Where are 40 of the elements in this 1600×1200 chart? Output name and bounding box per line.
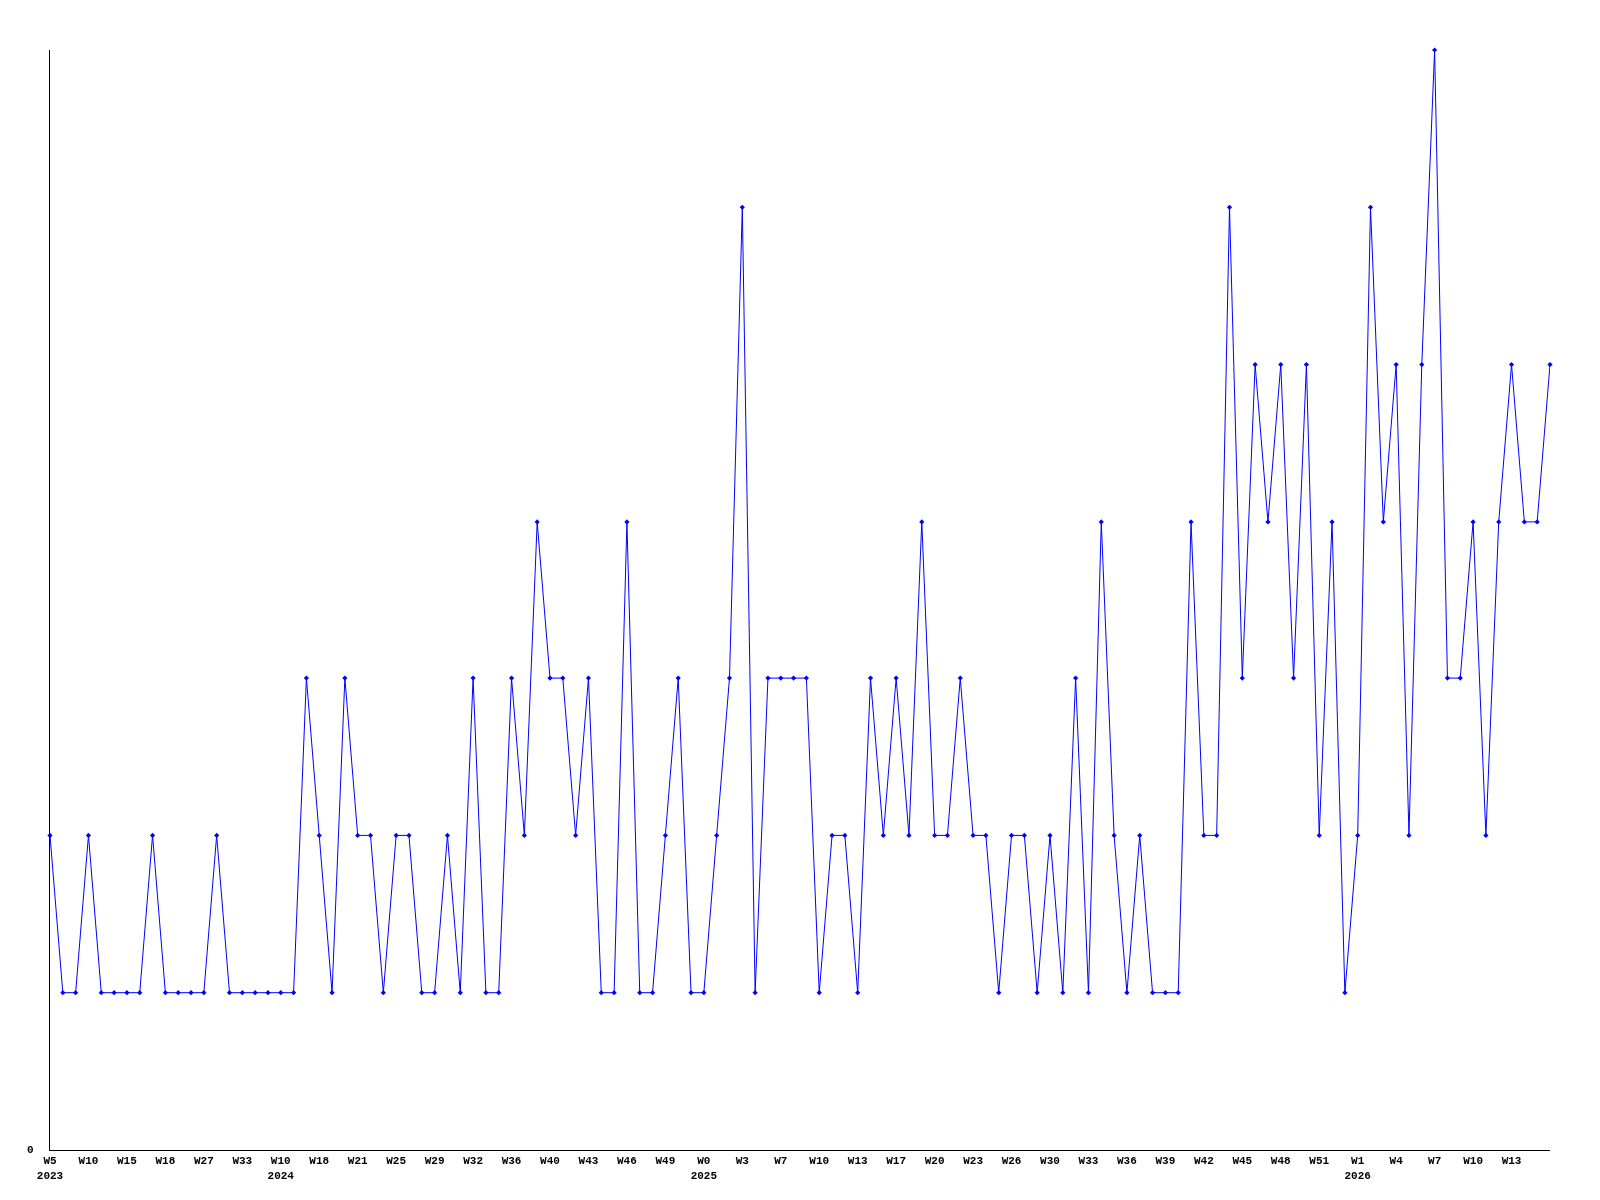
x-tick-label: W0 2025 <box>690 1155 718 1182</box>
x-tick-label: W7 <box>1428 1155 1442 1168</box>
x-tick-label: W26 <box>1001 1155 1022 1168</box>
x-tick-label: W43 <box>578 1155 599 1168</box>
x-tick-label: W51 <box>1309 1155 1330 1168</box>
x-tick-label: W27 <box>193 1155 214 1168</box>
x-tick-label: W13 <box>847 1155 868 1168</box>
x-tick-label: W15 <box>117 1155 138 1168</box>
x-tick-label: W33 <box>232 1155 253 1168</box>
x-tick-label: W21 <box>347 1155 368 1168</box>
x-tick-label: W10 <box>1463 1155 1483 1168</box>
x-tick-label: W20 <box>924 1155 945 1168</box>
x-tick-label: W5 2023 <box>36 1155 64 1182</box>
x-tick-label: W18 <box>309 1155 330 1168</box>
x-tick-label: W45 <box>1232 1155 1253 1168</box>
x-tick-label: W17 <box>886 1155 907 1168</box>
x-tick-label: W10 2024 <box>267 1155 295 1182</box>
x-tick-label: W10 <box>78 1155 99 1168</box>
x-tick-label: W36 <box>1117 1155 1137 1168</box>
x-tick-label: W48 <box>1270 1155 1292 1168</box>
x-tick-label: W32 <box>463 1155 483 1168</box>
x-tick-label: W29 <box>424 1155 445 1168</box>
x-tick-label: W25 <box>386 1155 407 1168</box>
x-tick-label: W36 <box>501 1155 522 1168</box>
x-tick-label: W39 <box>1155 1155 1176 1168</box>
x-tick-label: W42 <box>1193 1155 1214 1168</box>
x-tick-label: W13 <box>1501 1155 1522 1168</box>
x-tick-label: W30 <box>1040 1155 1060 1168</box>
x-tick-label: W18 <box>155 1155 176 1168</box>
x-tick-label: W46 <box>617 1155 637 1168</box>
x-tick-label: W3 <box>735 1155 750 1168</box>
x-tick-label: W4 <box>1389 1155 1404 1168</box>
x-tick-label: W7 <box>774 1155 788 1168</box>
text: 0 <box>27 1144 34 1156</box>
x-tick-label: W49 <box>655 1155 676 1168</box>
x-tick-label: W1 2026 <box>1344 1155 1371 1182</box>
x-tick-label: W10 <box>809 1155 830 1168</box>
x-tick-label: W40 <box>540 1155 560 1168</box>
x-tick-label: W33 <box>1078 1155 1099 1168</box>
x-tick-label: W23 <box>963 1155 984 1168</box>
